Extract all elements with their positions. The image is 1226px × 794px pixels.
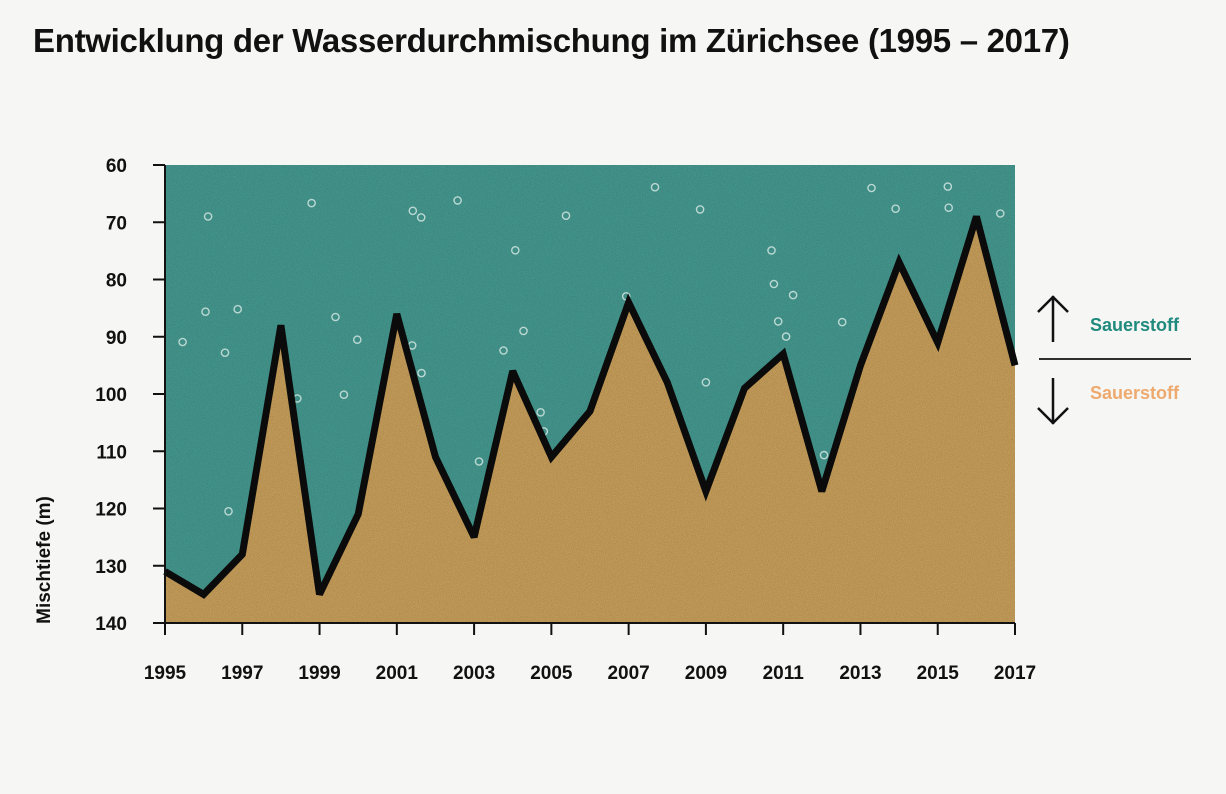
bubble-icon [510, 245, 520, 255]
arrow-down-icon [1037, 378, 1069, 425]
bubble-icon [201, 307, 210, 317]
bubble-icon [536, 407, 545, 417]
bubble-icon [499, 346, 508, 355]
bubble-icon [773, 317, 783, 326]
bubble-icon [474, 457, 484, 466]
y-tick-label: 70 [106, 213, 127, 234]
bubble-icon [767, 246, 776, 255]
bubble-icon [408, 206, 418, 216]
bubble-icon [416, 213, 426, 222]
y-tick-label: 80 [106, 271, 127, 292]
x-tick-label: 2007 [607, 663, 649, 684]
bubble-icon [695, 205, 705, 214]
bubble-icon [331, 312, 340, 322]
legend-label-oxygen-down: Sauerstoff [1090, 383, 1180, 403]
bubble-icon [224, 506, 233, 516]
legend: Sauerstoff Sauerstoff [1037, 295, 1191, 425]
arrow-up-icon [1037, 295, 1069, 342]
bubble-icon [788, 290, 798, 300]
x-tick-label: 2009 [685, 663, 727, 684]
bubble-icon [233, 304, 242, 314]
x-tick-label: 2005 [530, 663, 573, 684]
x-tick-label: 2013 [839, 663, 881, 684]
x-tick-label: 1995 [144, 663, 187, 684]
x-tick-label: 1997 [221, 663, 263, 684]
y-tick-label: 60 [106, 156, 127, 177]
bubble-icon [352, 335, 362, 345]
bubble-icon [339, 390, 349, 400]
mixing-depth-line [163, 215, 1019, 599]
plot-area [163, 165, 1019, 623]
x-tick-label: 1999 [298, 663, 340, 684]
bubble-icon [944, 203, 954, 212]
bubble-icon [891, 204, 900, 213]
bubble-icon [837, 317, 847, 327]
y-tick-label: 90 [106, 328, 127, 349]
bubble-icon [203, 212, 213, 221]
y-tick-label: 140 [95, 614, 127, 635]
y-tick-label: 130 [95, 557, 127, 578]
x-tick-label: 2003 [453, 663, 495, 684]
oxygen-poor-texture [165, 216, 1015, 623]
bubble-icon [819, 450, 829, 460]
x-tick-label: 2011 [763, 663, 805, 684]
bubble-icon [307, 198, 316, 208]
bubble-icon [781, 332, 791, 341]
y-ticks: 60 70 80 90 100 110 120 130 140 [95, 156, 165, 635]
bubble-icon [220, 348, 230, 358]
bubble-icon [561, 211, 571, 220]
chart-title: Entwicklung der Wasserdurchmischung im Z… [33, 22, 1070, 59]
x-tick-label: 2017 [994, 663, 1036, 684]
bubble-icon [178, 337, 187, 347]
bubble-icon [519, 326, 528, 336]
y-tick-label: 100 [95, 385, 127, 406]
x-tick-label: 2015 [917, 663, 960, 684]
y-axis-label: Mischtiefe (m) [34, 496, 55, 624]
bubble-icon [996, 209, 1005, 218]
y-tick-label: 120 [95, 500, 127, 521]
bubble-icon [943, 182, 953, 191]
bubble-icon [867, 183, 876, 193]
bubble-icon [453, 196, 462, 205]
x-ticks: 1995 1997 1999 2001 2003 2005 2007 2009 2011 2013… [144, 623, 1036, 684]
bubble-icon [417, 368, 426, 378]
bubble-icon [701, 377, 711, 387]
x-tick-label: 2001 [376, 663, 419, 684]
bubble-icon [769, 279, 779, 289]
bubble-icon [650, 182, 660, 192]
legend-label-oxygen-up: Sauerstoff [1090, 315, 1180, 335]
y-tick-label: 110 [96, 442, 127, 463]
axes: 60 70 80 90 100 110 120 130 140 1995 1997 1999 2001… [95, 156, 1036, 684]
